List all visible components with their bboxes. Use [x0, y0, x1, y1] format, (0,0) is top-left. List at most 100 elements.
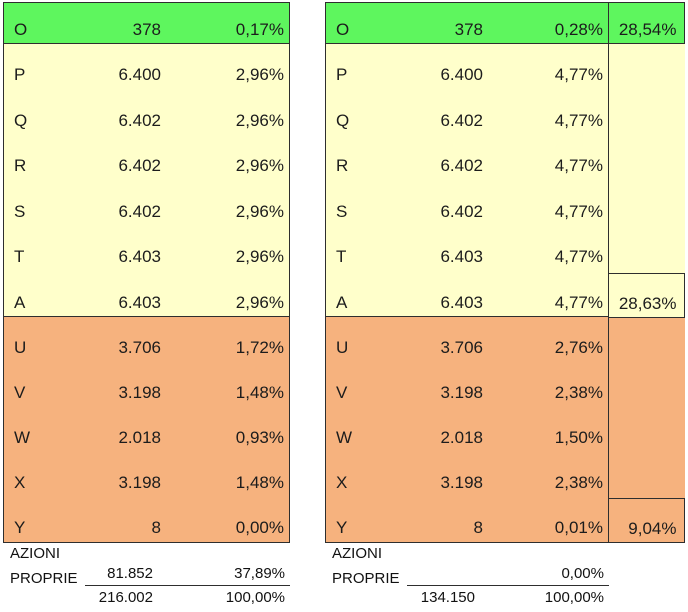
row-pct-cell[interactable]: 2,96% [235, 201, 284, 221]
row-value-cell[interactable]: 2.018 [118, 428, 161, 447]
row-value-cell[interactable]: 6.400 [440, 65, 483, 84]
row-value-cell[interactable]: 8 [473, 518, 483, 537]
table-row: U 3.706 1,72% [4, 317, 289, 362]
row-value-cell[interactable]: 3.198 [118, 473, 161, 492]
table-row: O 378 0,28% [326, 3, 608, 43]
treasury-value-cell[interactable]: 81.852 [107, 565, 153, 582]
row-value-cell[interactable]: 6.403 [440, 247, 483, 266]
row-pct-cell[interactable]: 0,01% [554, 518, 603, 537]
row-pct-cell[interactable]: 4,77% [554, 247, 603, 266]
row-value-cell[interactable]: 6.402 [118, 110, 161, 130]
row-value-cell[interactable]: 3.198 [440, 473, 483, 492]
row-value-cell[interactable]: 378 [132, 20, 161, 39]
row-pct-cell[interactable]: 0,00% [235, 518, 284, 537]
row-label-cell[interactable]: R [336, 156, 349, 175]
total-pct-cell[interactable]: 100,00% [544, 589, 604, 606]
row-value-cell[interactable]: 8 [151, 518, 161, 537]
left-table: O 378 0,17% P 6.400 2,96% Q 6.402 2,96% … [3, 2, 290, 543]
row-pct-cell[interactable]: 2,96% [235, 247, 284, 266]
row-label-cell[interactable]: T [336, 247, 347, 266]
treasury-values-group: 81.852 37,89% [85, 566, 290, 586]
row-value-cell[interactable]: 6.402 [440, 201, 483, 221]
treasury-pct-cell[interactable]: 37,89% [234, 565, 285, 582]
table-row: A 6.403 2,96% [4, 271, 289, 317]
summary-yellow-spacer [607, 44, 685, 274]
row-label-cell[interactable]: U [336, 338, 349, 357]
row-pct-cell[interactable]: 0,28% [554, 20, 603, 39]
total-value-cell[interactable]: 216.002 [98, 589, 153, 606]
row-pct-cell[interactable]: 0,93% [235, 428, 284, 447]
right-footer: AZIONI PROPRIE 0,00% 134.150 100,00% [325, 544, 609, 605]
treasury-label-line2: PROPRIE [332, 570, 400, 587]
row-label-cell[interactable]: V [336, 383, 348, 402]
row-pct-cell[interactable]: 2,96% [235, 156, 284, 175]
table-row: W 2.018 1,50% [326, 407, 608, 452]
row-label-cell[interactable]: U [14, 338, 27, 357]
row-pct-cell[interactable]: 4,77% [554, 292, 603, 312]
row-label-cell[interactable]: O [336, 20, 350, 39]
row-pct-cell[interactable]: 2,96% [235, 65, 284, 84]
row-label-cell[interactable]: R [14, 156, 27, 175]
row-pct-cell[interactable]: 4,77% [554, 110, 603, 130]
row-label-cell[interactable]: W [336, 428, 353, 447]
row-label-cell[interactable]: T [14, 247, 25, 266]
row-label-cell[interactable]: X [336, 473, 348, 492]
row-value-cell[interactable]: 6.403 [440, 292, 483, 312]
row-label-cell[interactable]: O [14, 20, 28, 39]
row-value-cell[interactable]: 3.198 [118, 383, 161, 402]
row-label-cell[interactable]: X [14, 473, 26, 492]
table-row: R 6.402 4,77% [326, 135, 608, 181]
summary-orange-cell[interactable]: 9,04% [607, 498, 685, 543]
row-pct-cell[interactable]: 4,77% [554, 201, 603, 221]
row-label-cell[interactable]: A [336, 292, 348, 312]
row-label-cell[interactable]: P [336, 65, 348, 84]
row-pct-cell[interactable]: 1,72% [235, 338, 284, 357]
row-pct-cell[interactable]: 2,76% [554, 338, 603, 357]
row-label-cell[interactable]: Q [336, 110, 350, 130]
row-label-cell[interactable]: S [336, 201, 348, 221]
total-value-cell[interactable]: 134.150 [420, 589, 475, 606]
row-pct-cell[interactable]: 2,38% [554, 383, 603, 402]
total-pct-cell[interactable]: 100,00% [225, 589, 285, 606]
row-value-cell[interactable]: 378 [454, 20, 483, 39]
row-value-cell[interactable]: 6.402 [440, 110, 483, 130]
row-pct-cell[interactable]: 4,77% [554, 65, 603, 84]
table-row: P 6.400 2,96% [4, 44, 289, 90]
row-value-cell[interactable]: 6.402 [118, 156, 161, 175]
row-label-cell[interactable]: Y [336, 518, 348, 537]
row-label-cell[interactable]: Y [14, 518, 26, 537]
total-row-spacer [325, 590, 407, 605]
row-pct-cell[interactable]: 2,38% [554, 473, 603, 492]
row-value-cell[interactable]: 6.403 [118, 247, 161, 266]
row-label-cell[interactable]: S [14, 201, 26, 221]
row-value-cell[interactable]: 2.018 [440, 428, 483, 447]
row-label-cell[interactable]: P [14, 65, 26, 84]
row-pct-cell[interactable]: 1,48% [235, 473, 284, 492]
row-value-cell[interactable]: 6.403 [118, 292, 161, 312]
right-green-section: O 378 0,28% [325, 2, 609, 44]
row-value-cell[interactable]: 6.402 [440, 156, 483, 175]
table-row: O 378 0,17% [4, 3, 289, 43]
row-pct-cell[interactable]: 2,96% [235, 110, 284, 130]
row-label-cell[interactable]: A [14, 292, 26, 312]
row-value-cell[interactable]: 6.400 [118, 65, 161, 84]
left-green-section: O 378 0,17% [3, 2, 290, 44]
row-label-cell[interactable]: W [14, 428, 31, 447]
row-value-cell[interactable]: 6.402 [118, 201, 161, 221]
row-pct-cell[interactable]: 1,50% [554, 428, 603, 447]
row-pct-cell[interactable]: 4,77% [554, 156, 603, 175]
row-pct-cell[interactable]: 2,96% [235, 292, 284, 312]
summary-yellow-cell[interactable]: 28,63% [607, 273, 685, 318]
summary-orange-spacer [607, 318, 685, 499]
row-value-cell[interactable]: 3.706 [440, 338, 483, 357]
row-label-cell[interactable]: Q [14, 110, 28, 130]
treasury-pct-cell[interactable]: 0,00% [561, 565, 604, 582]
treasury-values-group: 0,00% [407, 566, 609, 586]
row-label-cell[interactable]: V [14, 383, 26, 402]
row-pct-cell[interactable]: 1,48% [235, 383, 284, 402]
row-value-cell[interactable]: 3.198 [440, 383, 483, 402]
summary-green-cell[interactable]: 28,54% [607, 2, 685, 44]
table-row: Q 6.402 4,77% [326, 89, 608, 135]
row-value-cell[interactable]: 3.706 [118, 338, 161, 357]
row-pct-cell[interactable]: 0,17% [235, 20, 284, 39]
